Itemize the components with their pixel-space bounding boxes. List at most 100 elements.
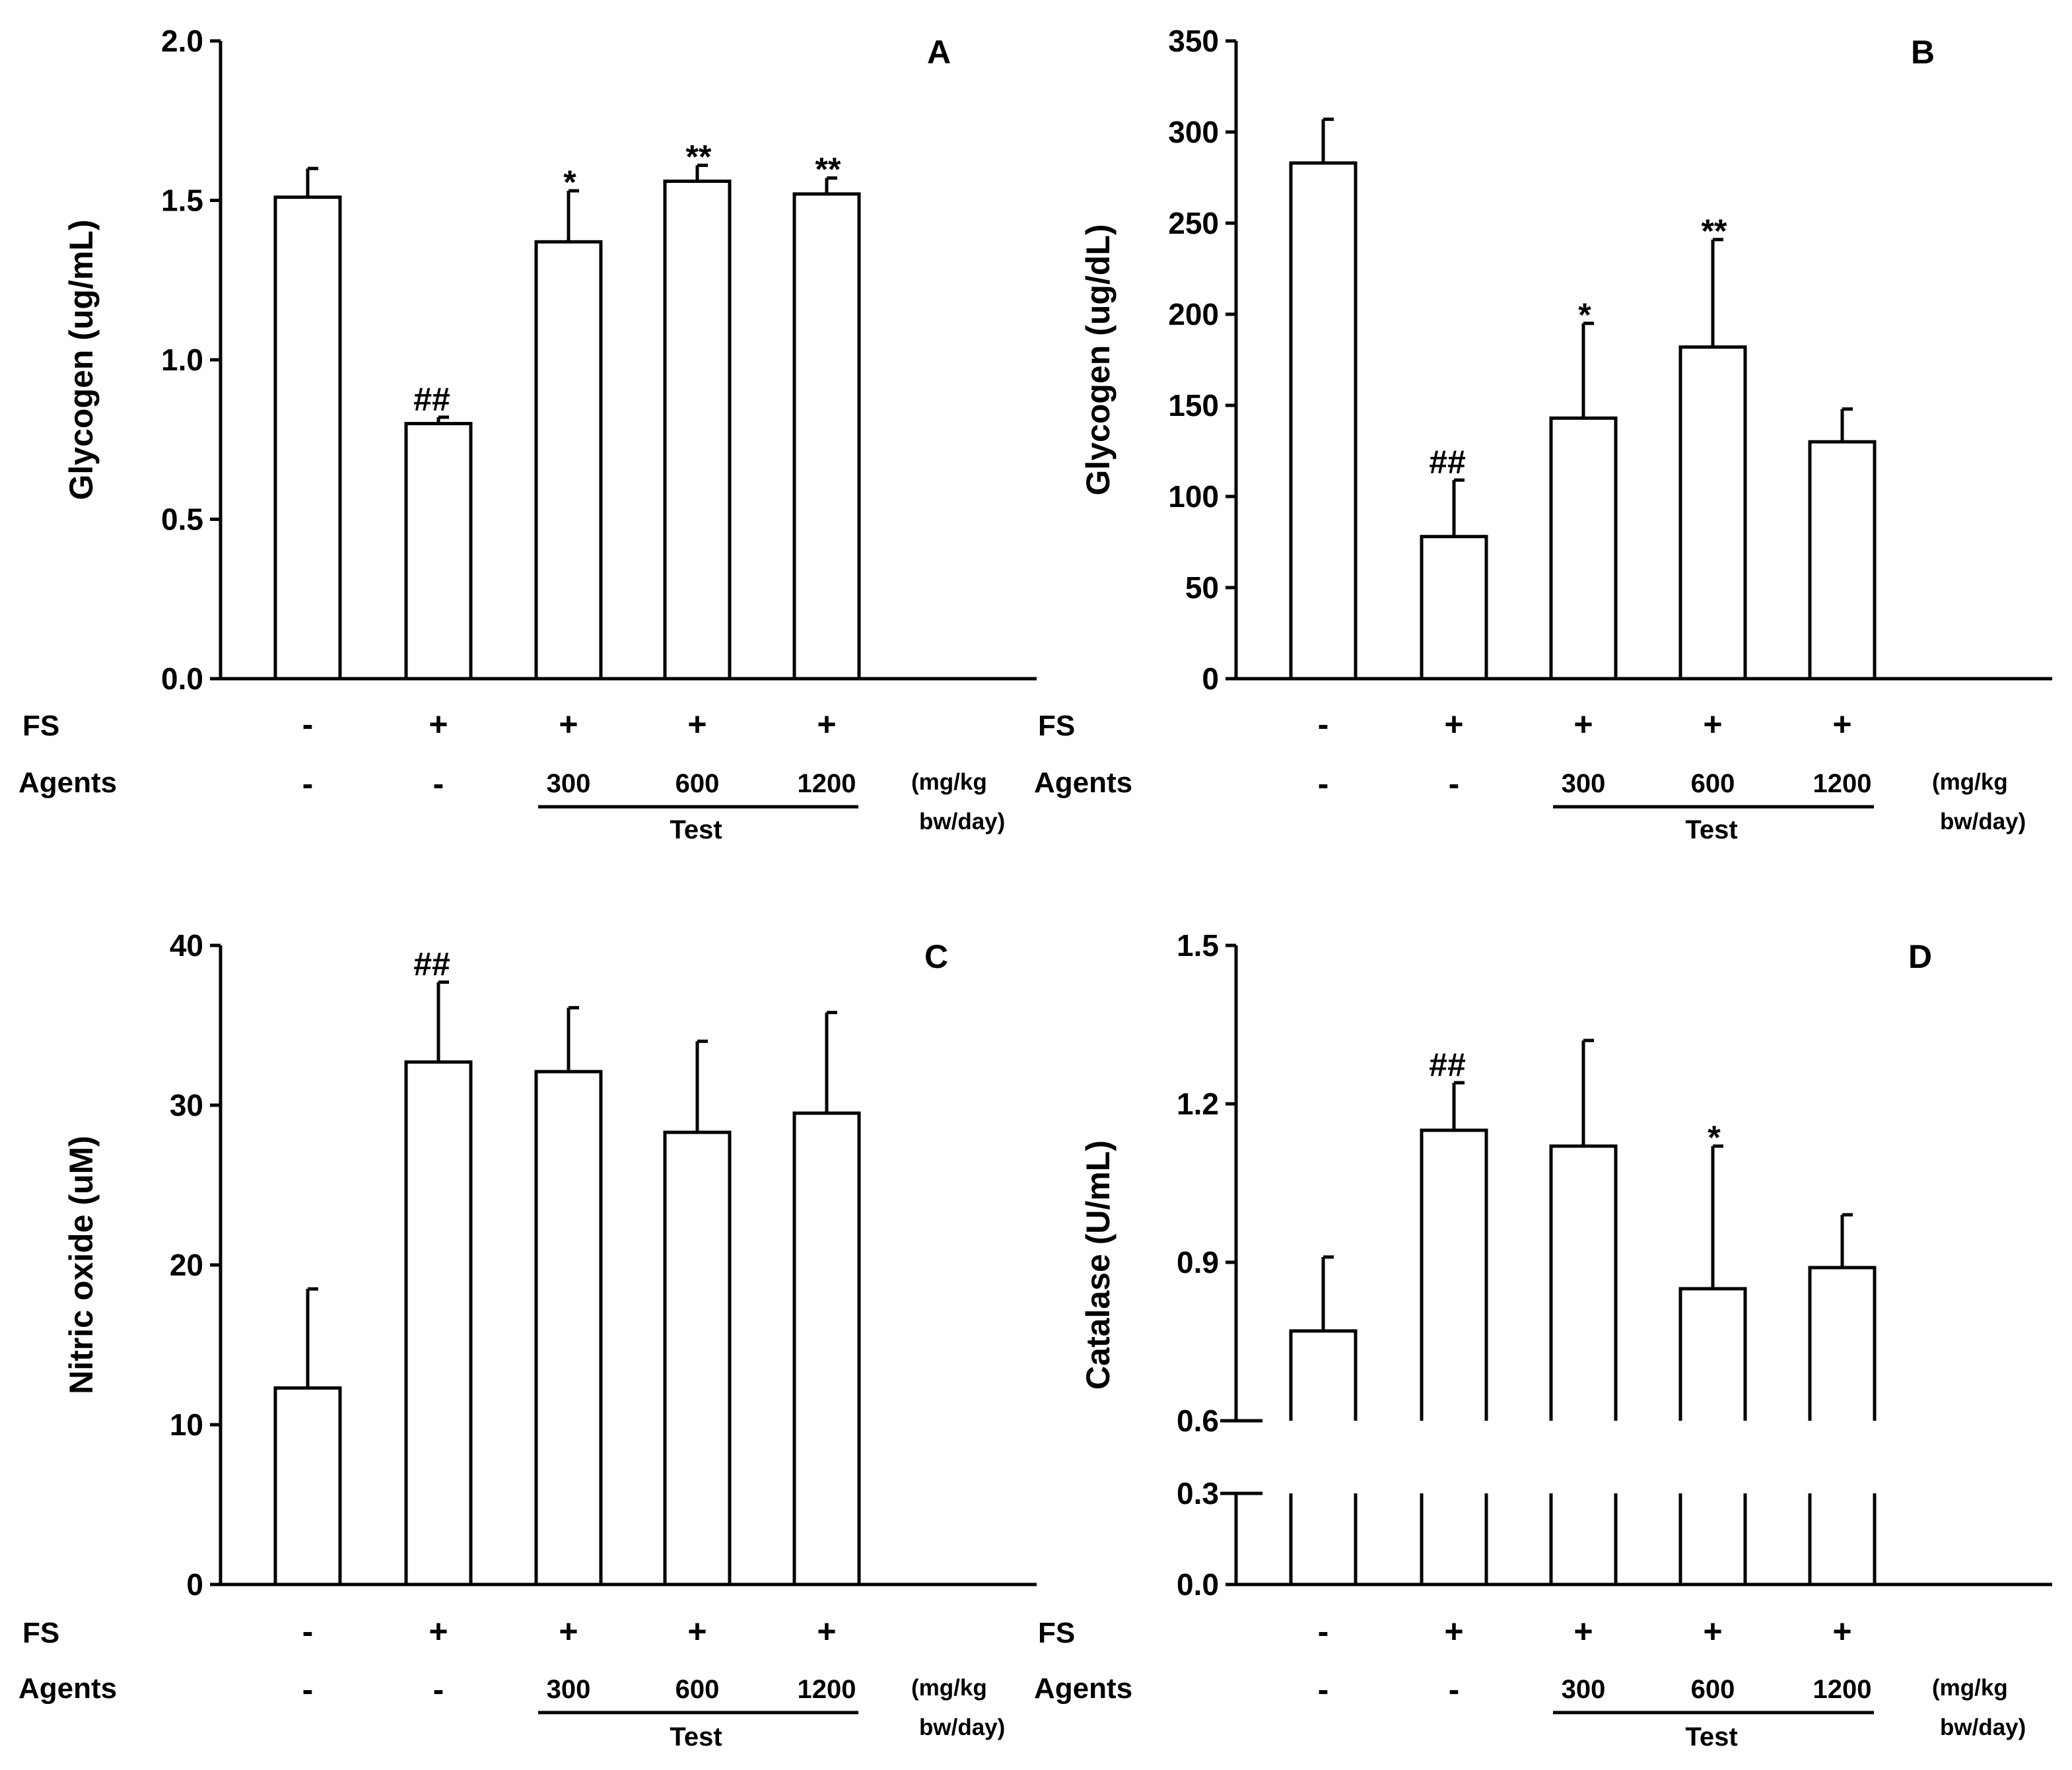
- agents-row-label: Agents: [1034, 1672, 1132, 1705]
- fs-row-label: FS: [22, 1617, 59, 1649]
- dose-unit-line1: (mg/kg: [911, 769, 987, 795]
- y-tick-label: 0.0: [1177, 1567, 1219, 1602]
- bar: [534, 1070, 603, 1586]
- dose-unit-line2: bw/day): [919, 1715, 1005, 1740]
- y-tick-label: 40: [170, 928, 203, 963]
- dose-unit-line1: (mg/kg: [1932, 1675, 2008, 1701]
- panel-d: 0.0 0.3 0.6 0.9 1.2 1.5 Catalase (U/mL) D ## * FS A…: [1034, 928, 2052, 1752]
- y-tick-label: 0.9: [1177, 1245, 1219, 1279]
- significance-label: ##: [413, 946, 450, 983]
- y-tick-label: 350: [1168, 24, 1219, 58]
- significance-label: **: [815, 151, 841, 188]
- agent-dose: 1200: [1813, 769, 1872, 798]
- agent-dose: -: [1449, 765, 1460, 802]
- fs-sign: +: [817, 706, 836, 743]
- agent-dose: -: [1318, 765, 1329, 802]
- fs-sign: +: [1703, 706, 1722, 743]
- fs-sign: +: [559, 706, 578, 743]
- fs-sign: +: [817, 1613, 836, 1650]
- y-axis-label: Nitric oxide (uM): [63, 1136, 100, 1394]
- fs-sign: +: [1573, 706, 1593, 743]
- dose-unit-line2: bw/day): [1940, 1715, 2026, 1740]
- fs-sign: +: [1444, 1613, 1463, 1650]
- agent-dose: 300: [1562, 1675, 1606, 1704]
- test-group-label: Test: [670, 1722, 722, 1752]
- bar: [1549, 416, 1618, 681]
- panel-letter: A: [927, 34, 951, 71]
- bar: [404, 1060, 473, 1586]
- y-tick-label: 1.0: [161, 343, 203, 377]
- fs-sign: -: [1318, 706, 1329, 743]
- panel-b: 0 50 100 150 200 250 300 350 Glycogen (ug/dL) B ##…: [1034, 24, 2052, 844]
- y-tick-label: 0.3: [1177, 1476, 1219, 1511]
- fs-sign: -: [302, 706, 314, 743]
- agent-dose: 300: [547, 1675, 591, 1704]
- fs-sign: -: [1318, 1613, 1329, 1650]
- bar: [273, 1386, 342, 1586]
- y-tick-label: 250: [1168, 206, 1219, 240]
- bar: [792, 1111, 861, 1586]
- bar-upper: [1678, 1287, 1747, 1421]
- y-tick-label: 1.5: [161, 184, 203, 218]
- test-group-label: Test: [1685, 1722, 1737, 1752]
- fs-sign: +: [687, 706, 707, 743]
- agent-dose: -: [433, 765, 444, 802]
- significance-label: ##: [1429, 1046, 1466, 1083]
- fs-sign: +: [1832, 706, 1851, 743]
- bar-lower: [1678, 1493, 1747, 1584]
- agent-dose: 300: [547, 769, 591, 798]
- agent-dose: 600: [1691, 769, 1735, 798]
- bar: [1420, 535, 1488, 681]
- y-tick-label: 150: [1168, 388, 1219, 423]
- y-tick-label: 0.6: [1177, 1404, 1219, 1438]
- agent-dose: -: [1318, 1671, 1329, 1708]
- bar: [404, 422, 473, 681]
- panel-letter: C: [924, 938, 948, 975]
- bar: [1678, 345, 1747, 681]
- bar-lower: [1808, 1493, 1877, 1584]
- fs-sign: +: [429, 706, 448, 743]
- bar: [273, 195, 342, 681]
- agent-dose: -: [1449, 1671, 1460, 1708]
- bar-lower: [1289, 1493, 1358, 1584]
- agent-dose: -: [433, 1671, 444, 1708]
- y-tick-label: 200: [1168, 297, 1219, 331]
- y-tick-label: 0.5: [161, 502, 203, 537]
- bar: [1808, 440, 1877, 681]
- bar-upper: [1808, 1266, 1877, 1421]
- test-group-label: Test: [1685, 815, 1737, 844]
- bar: [1289, 161, 1358, 681]
- y-tick-label: 100: [1168, 479, 1219, 514]
- y-tick-label: 2.0: [161, 24, 203, 58]
- fs-row-label: FS: [22, 710, 59, 742]
- agent-dose: 1200: [1813, 1675, 1872, 1704]
- dose-unit-line2: bw/day): [919, 809, 1005, 834]
- agent-dose: 1200: [798, 769, 856, 798]
- bar: [792, 192, 861, 681]
- bar-upper: [1420, 1128, 1488, 1421]
- agent-dose: 600: [1691, 1675, 1735, 1704]
- y-tick-label: 0: [186, 1567, 203, 1602]
- agent-dose: -: [302, 1671, 314, 1708]
- significance-label: *: [1578, 296, 1591, 333]
- y-tick-label: 50: [1185, 570, 1219, 605]
- fs-sign: +: [687, 1613, 707, 1650]
- panel-letter: D: [1908, 938, 1932, 975]
- bar-upper: [1549, 1144, 1618, 1421]
- y-tick-label: 30: [170, 1088, 203, 1122]
- dose-unit-line1: (mg/kg: [1932, 769, 2008, 795]
- y-tick-label: 20: [170, 1248, 203, 1282]
- test-group-label: Test: [670, 815, 722, 844]
- y-tick-label: 1.5: [1177, 928, 1219, 963]
- significance-label: *: [1708, 1119, 1721, 1156]
- fs-sign: -: [302, 1613, 314, 1650]
- y-axis-label: Glycogen (ug/mL): [63, 220, 100, 500]
- fs-sign: +: [1703, 1613, 1722, 1650]
- bar: [663, 1130, 732, 1586]
- y-axis-label: Catalase (U/mL): [1080, 1140, 1117, 1390]
- significance-label: *: [563, 164, 576, 201]
- panel-letter: B: [1911, 34, 1935, 71]
- agent-dose: -: [302, 765, 314, 802]
